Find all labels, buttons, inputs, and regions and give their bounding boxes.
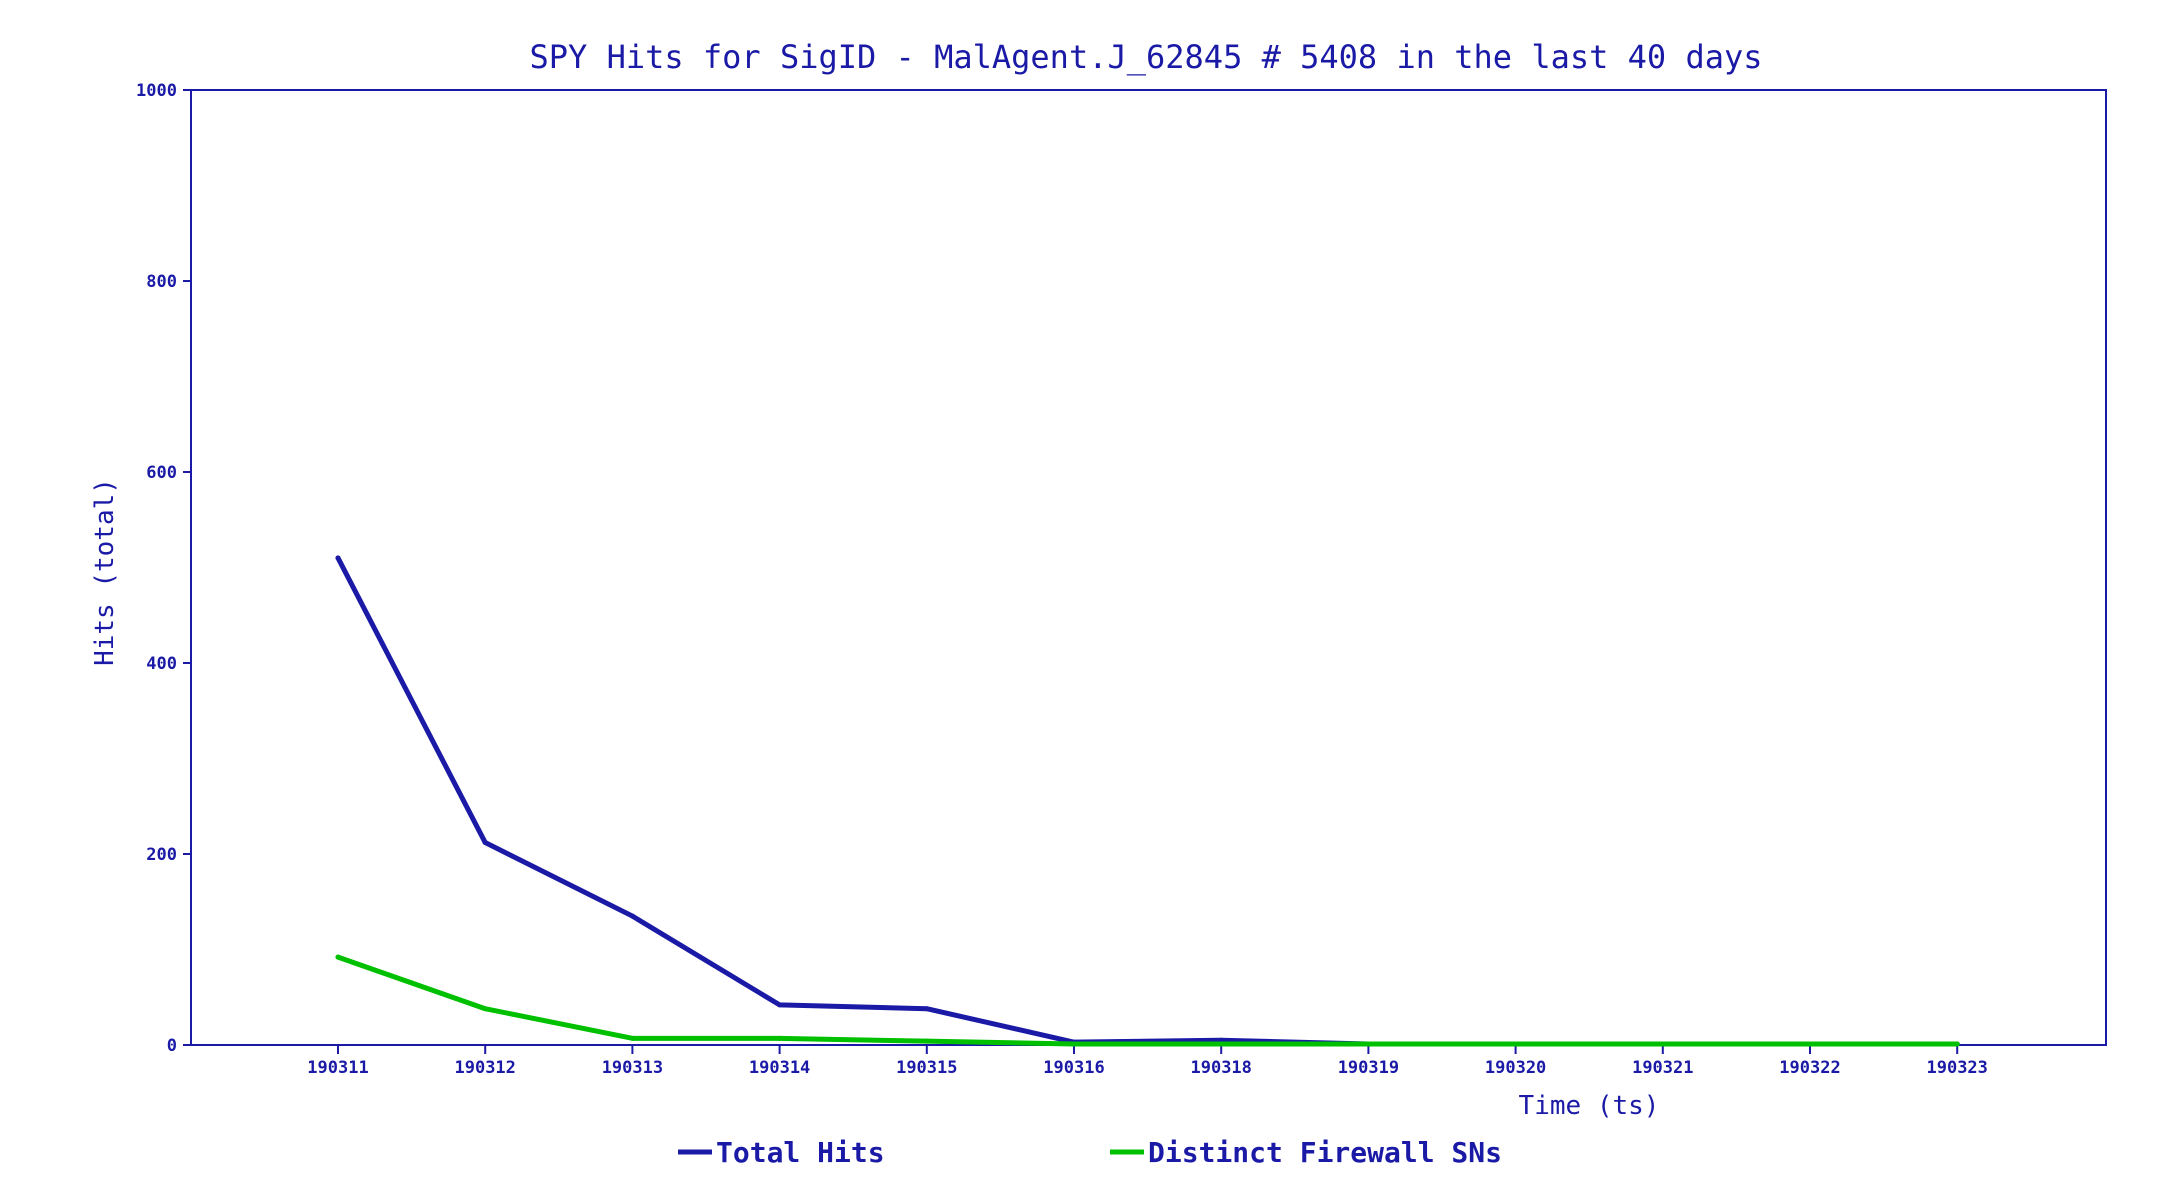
- y-tick-label: 400: [146, 654, 177, 674]
- series-lines: [335, 555, 1960, 1047]
- y-axis-ticks: 0 200 400 600 800 1000: [136, 81, 191, 1056]
- data-point: [1954, 1041, 1960, 1047]
- legend-label-1: Distinct Firewall SNs: [1148, 1136, 1502, 1169]
- data-point: [335, 555, 341, 561]
- data-point: [629, 913, 635, 919]
- x-tick-label: 190319: [1338, 1058, 1399, 1078]
- x-axis-label: Time (ts): [1519, 1091, 1660, 1121]
- data-point: [1218, 1041, 1224, 1047]
- data-point: [1513, 1041, 1519, 1047]
- data-point: [1807, 1041, 1813, 1047]
- data-point: [924, 1038, 930, 1044]
- y-tick-label: 0: [167, 1036, 177, 1056]
- y-tick-label: 600: [146, 463, 177, 483]
- x-tick-label: 190315: [896, 1058, 957, 1078]
- data-point: [1660, 1041, 1666, 1047]
- data-point: [777, 1002, 783, 1008]
- x-tick-label: 190313: [602, 1058, 663, 1078]
- x-tick-label: 190312: [454, 1058, 515, 1078]
- x-tick-label: 190311: [307, 1058, 368, 1078]
- x-tick-label: 190321: [1632, 1058, 1693, 1078]
- series-line-1: [335, 954, 1960, 1047]
- data-point: [482, 1006, 488, 1012]
- series-line-0: [335, 555, 1960, 1047]
- data-point: [629, 1035, 635, 1041]
- x-tick-label: 190320: [1485, 1058, 1546, 1078]
- data-point: [777, 1035, 783, 1041]
- y-tick-label: 800: [146, 272, 177, 292]
- x-tick-label: 190318: [1190, 1058, 1251, 1078]
- y-axis-label: Hits (total): [90, 478, 120, 666]
- data-point: [335, 954, 341, 960]
- data-point: [924, 1006, 930, 1012]
- y-tick-label: 200: [146, 845, 177, 865]
- legend: Total Hits Distinct Firewall SNs: [678, 1136, 1502, 1169]
- y-tick-label: 1000: [136, 81, 177, 101]
- x-tick-label: 190314: [749, 1058, 810, 1078]
- data-point: [1365, 1041, 1371, 1047]
- data-point: [482, 840, 488, 846]
- legend-label-0: Total Hits: [716, 1136, 885, 1169]
- x-axis-ticks: 190311 190312 190313 190314 190315 190316 1903…: [307, 1045, 1988, 1078]
- data-point: [1071, 1041, 1077, 1047]
- x-tick-label: 190316: [1043, 1058, 1104, 1078]
- chart-title: SPY Hits for SigID - MalAgent.J_62845 # …: [530, 38, 1763, 76]
- plot-area-frame: [190, 89, 2107, 1046]
- data-point: [1218, 1037, 1224, 1043]
- x-tick-label: 190322: [1779, 1058, 1840, 1078]
- x-tick-label: 190323: [1926, 1058, 1987, 1078]
